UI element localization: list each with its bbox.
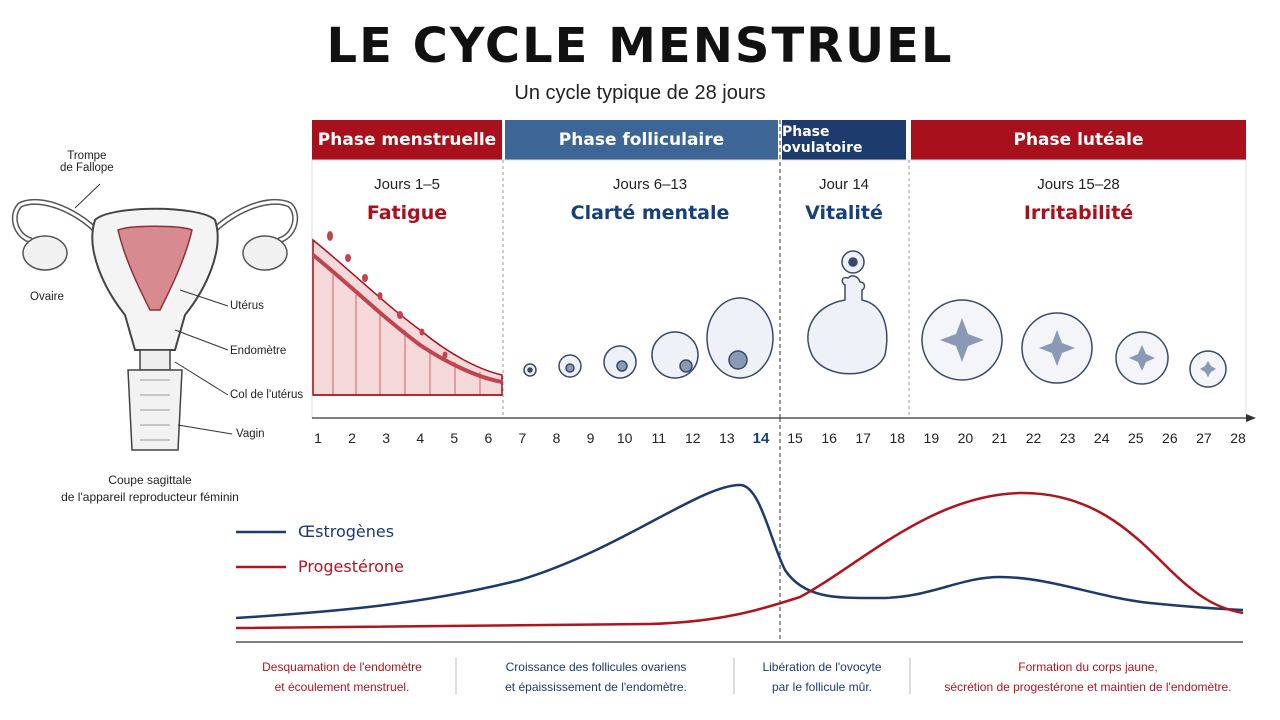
day-tick-17: 17 bbox=[855, 430, 871, 446]
phase-description-luteal: Formation du corps jaune, sécrétion de p… bbox=[944, 660, 1232, 694]
phase-days-menstrual: Jours 1–5 bbox=[374, 176, 440, 193]
phase-header-ovulatory: Phase ovulatoire bbox=[782, 120, 906, 160]
day-tick-11: 11 bbox=[651, 430, 666, 446]
day-tick-15: 15 bbox=[787, 430, 803, 446]
estrogen-legend-label: Œstrogènes bbox=[298, 522, 395, 541]
day-tick-25: 25 bbox=[1127, 430, 1144, 446]
growing-follicles-illustration bbox=[523, 297, 774, 379]
day-tick-14: 14 bbox=[752, 430, 770, 447]
day-tick-22: 22 bbox=[1025, 430, 1042, 446]
day-tick-28: 28 bbox=[1230, 430, 1246, 446]
phase-header-luteal: Phase lutéale bbox=[911, 120, 1246, 160]
ovulation-illustration bbox=[807, 250, 888, 375]
day-tick-7: 7 bbox=[518, 430, 527, 446]
label-ovary: Ovaire bbox=[30, 291, 64, 303]
phase-days-ovulatory: Jour 14 bbox=[818, 176, 870, 193]
day-tick-18: 18 bbox=[889, 430, 906, 446]
phase-description-ovulatory: Libération de l'ovocyte par le follicule… bbox=[762, 660, 882, 694]
progesterone-curve bbox=[235, 491, 1244, 630]
reproductive-system-illustration bbox=[11, 183, 299, 451]
page-title: LE CYCLE MENSTRUEL bbox=[326, 18, 954, 74]
estrogen-curve bbox=[235, 483, 1244, 620]
day-tick-16: 16 bbox=[821, 430, 837, 446]
day-tick-12: 12 bbox=[685, 430, 701, 446]
shedding-endometrium-illustration bbox=[311, 231, 503, 396]
day-tick-24: 24 bbox=[1093, 430, 1110, 446]
day-tick-5: 5 bbox=[450, 430, 459, 446]
day-tick-20: 20 bbox=[957, 430, 974, 446]
day-tick-3: 3 bbox=[382, 430, 391, 446]
day-tick-6: 6 bbox=[484, 430, 493, 446]
phase-trait-follicular: Clarté mentale bbox=[570, 202, 730, 224]
day-tick-26: 26 bbox=[1162, 430, 1178, 446]
phase-description-menstrual: Desquamation de l'endomètre et écoulemen… bbox=[262, 660, 422, 694]
day-tick-8: 8 bbox=[552, 430, 561, 446]
phase-trait-ovulatory: Vitalité bbox=[805, 202, 883, 224]
phase-days-luteal: Jours 15–28 bbox=[1037, 176, 1120, 193]
anatomy-caption: Coupe sagittale de l'appareil reproducte… bbox=[61, 473, 239, 504]
label-fallopian-tube: Trompe de Fallope bbox=[60, 150, 114, 174]
day-tick-27: 27 bbox=[1196, 430, 1212, 446]
phase-trait-menstrual: Fatigue bbox=[366, 202, 448, 224]
phase-days-follicular: Jours 6–13 bbox=[612, 176, 688, 193]
phase-header-follicular: Phase folliculaire bbox=[505, 120, 778, 160]
label-vagina: Vagin bbox=[236, 428, 265, 440]
phase-header-menstrual: Phase menstruelle bbox=[312, 120, 502, 160]
progesterone-legend-label: Progestérone bbox=[298, 557, 404, 576]
label-cervix: Col de l'utérus bbox=[230, 389, 304, 401]
label-endometrium: Endomètre bbox=[230, 345, 287, 357]
day-tick-13: 13 bbox=[719, 430, 735, 446]
day-tick-19: 19 bbox=[923, 430, 940, 446]
day-tick-9: 9 bbox=[586, 430, 595, 446]
day-tick-23: 23 bbox=[1059, 430, 1076, 446]
phase-description-follicular: Croissance des follicules ovariens et ép… bbox=[505, 660, 687, 694]
page-subtitle: Un cycle typique de 28 jours bbox=[514, 82, 766, 104]
corpus-luteum-illustration bbox=[921, 299, 1227, 388]
day-tick-10: 10 bbox=[616, 430, 633, 446]
phase-trait-luteal: Irritabilité bbox=[1023, 202, 1134, 224]
day-tick-4: 4 bbox=[416, 430, 425, 446]
day-tick-2: 2 bbox=[348, 430, 356, 446]
day-tick-21: 21 bbox=[991, 430, 1008, 446]
label-uterus: Utérus bbox=[230, 300, 264, 312]
day-tick-1: 1 bbox=[314, 430, 322, 446]
